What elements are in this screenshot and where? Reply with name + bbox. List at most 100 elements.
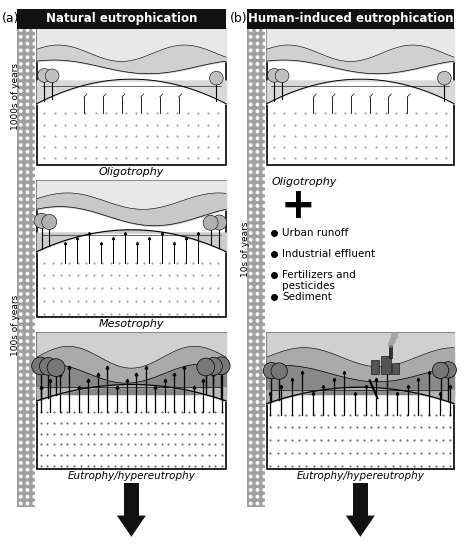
Circle shape (27, 157, 29, 160)
Circle shape (256, 482, 259, 485)
Circle shape (263, 496, 265, 498)
Circle shape (27, 442, 29, 444)
Circle shape (33, 354, 36, 356)
Circle shape (19, 171, 22, 173)
Circle shape (27, 428, 29, 430)
Circle shape (27, 286, 29, 288)
Circle shape (19, 469, 22, 471)
Circle shape (263, 225, 265, 227)
Circle shape (19, 124, 22, 126)
Circle shape (249, 299, 252, 302)
Circle shape (19, 252, 22, 255)
Circle shape (256, 198, 259, 200)
Circle shape (256, 266, 259, 268)
Circle shape (27, 360, 29, 362)
Circle shape (27, 455, 29, 458)
Circle shape (33, 69, 36, 72)
Circle shape (27, 151, 29, 153)
Circle shape (19, 461, 22, 464)
Circle shape (33, 171, 36, 173)
Circle shape (33, 130, 36, 133)
Circle shape (33, 218, 36, 221)
Circle shape (19, 239, 22, 241)
Circle shape (33, 496, 36, 498)
Circle shape (256, 191, 259, 194)
Circle shape (249, 272, 252, 275)
Circle shape (263, 434, 265, 437)
Circle shape (39, 358, 57, 375)
Circle shape (256, 414, 259, 417)
Circle shape (249, 482, 252, 485)
Circle shape (27, 198, 29, 200)
Circle shape (256, 502, 259, 505)
Circle shape (33, 239, 36, 241)
Circle shape (249, 442, 252, 444)
Circle shape (249, 367, 252, 370)
Circle shape (27, 469, 29, 471)
Text: Human-induced eutrophication: Human-induced eutrophication (248, 13, 454, 25)
Circle shape (256, 83, 259, 85)
Circle shape (275, 69, 289, 82)
Circle shape (33, 137, 36, 140)
Circle shape (249, 387, 252, 390)
Circle shape (263, 205, 265, 207)
Circle shape (33, 157, 36, 160)
Circle shape (19, 212, 22, 214)
Circle shape (263, 69, 265, 72)
Circle shape (249, 469, 252, 471)
Circle shape (263, 394, 265, 397)
Circle shape (19, 272, 22, 275)
Circle shape (33, 428, 36, 430)
Circle shape (19, 401, 22, 403)
Circle shape (37, 69, 51, 82)
Circle shape (19, 286, 22, 288)
Circle shape (263, 29, 265, 31)
Circle shape (256, 306, 259, 309)
Circle shape (19, 56, 22, 58)
Circle shape (33, 29, 36, 31)
Circle shape (27, 367, 29, 370)
Circle shape (33, 198, 36, 200)
Circle shape (263, 42, 265, 45)
Circle shape (27, 239, 29, 241)
Circle shape (249, 29, 252, 31)
Circle shape (19, 408, 22, 410)
Circle shape (249, 245, 252, 248)
Circle shape (263, 455, 265, 458)
Circle shape (33, 245, 36, 248)
Circle shape (19, 442, 22, 444)
Circle shape (19, 130, 22, 133)
Circle shape (27, 205, 29, 207)
Circle shape (249, 96, 252, 99)
Circle shape (27, 340, 29, 343)
Circle shape (33, 184, 36, 187)
Circle shape (249, 212, 252, 214)
Circle shape (33, 313, 36, 315)
Circle shape (210, 72, 223, 85)
Circle shape (263, 421, 265, 424)
Circle shape (256, 354, 259, 356)
Circle shape (33, 96, 36, 99)
Circle shape (19, 394, 22, 397)
Circle shape (19, 346, 22, 349)
Circle shape (33, 103, 36, 106)
Text: Sediment: Sediment (282, 292, 332, 301)
Circle shape (249, 76, 252, 79)
Circle shape (256, 184, 259, 187)
Circle shape (249, 103, 252, 106)
Circle shape (263, 346, 265, 349)
Circle shape (256, 421, 259, 424)
Circle shape (432, 362, 449, 378)
Circle shape (256, 313, 259, 315)
Circle shape (263, 117, 265, 119)
Circle shape (256, 469, 259, 471)
Circle shape (33, 333, 36, 336)
Circle shape (19, 164, 22, 167)
Circle shape (27, 90, 29, 92)
Circle shape (42, 214, 57, 229)
Circle shape (33, 414, 36, 417)
Circle shape (19, 157, 22, 160)
Circle shape (256, 286, 259, 288)
Text: Natural eutrophication: Natural eutrophication (46, 13, 197, 25)
Circle shape (256, 205, 259, 207)
